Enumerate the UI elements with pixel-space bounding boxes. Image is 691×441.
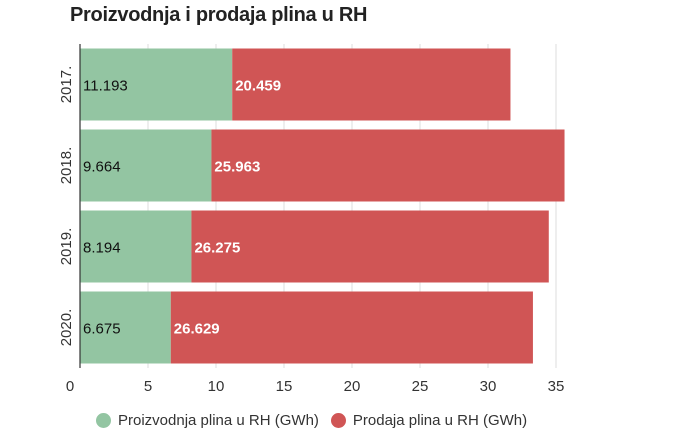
legend-swatch-sales bbox=[330, 413, 346, 428]
category-labels: 2017. 2018. 2019. 2020. bbox=[58, 66, 75, 347]
data-label-production: 8.194 bbox=[83, 240, 121, 257]
category-label: 2017. bbox=[58, 66, 75, 104]
bar-production[interactable] bbox=[80, 291, 171, 364]
data-label-sales: 20.459 bbox=[235, 78, 281, 95]
data-label-production: 9.664 bbox=[83, 159, 121, 176]
legend-item-production[interactable]: Proizvodnja plina u RH (GWh) bbox=[96, 412, 319, 429]
category-label: 2020. bbox=[58, 309, 75, 347]
bar-sales[interactable] bbox=[211, 129, 565, 202]
bars bbox=[80, 48, 565, 364]
x-tick-label: 35 bbox=[548, 378, 565, 395]
bar-production[interactable] bbox=[80, 48, 233, 121]
x-tick-label: 15 bbox=[276, 378, 293, 395]
category-label: 2018. bbox=[58, 147, 75, 185]
data-label-production: 11.193 bbox=[83, 78, 128, 95]
chart-title: Proizvodnja i prodaja plina u RH bbox=[70, 4, 368, 26]
legend-label-production: Proizvodnja plina u RH (GWh) bbox=[118, 412, 319, 429]
data-label-sales: 26.275 bbox=[194, 240, 240, 257]
x-tick-label: 30 bbox=[480, 378, 497, 395]
legend: Proizvodnja plina u RH (GWh) Prodaja pli… bbox=[96, 412, 539, 429]
bar-sales[interactable] bbox=[232, 48, 511, 121]
bar-production[interactable] bbox=[80, 210, 192, 283]
x-tick-label: 10 bbox=[208, 378, 225, 395]
data-label-sales: 26.629 bbox=[174, 321, 220, 338]
bar-sales[interactable] bbox=[170, 291, 533, 364]
data-labels: 11.193 20.459 9.664 25.963 8.194 26.275 6.675 2… bbox=[83, 78, 281, 338]
bar-sales[interactable] bbox=[191, 210, 549, 283]
data-label-sales: 25.963 bbox=[214, 159, 260, 176]
category-label: 2019. bbox=[58, 228, 75, 266]
legend-swatch-production bbox=[96, 413, 111, 428]
x-tick-label: 20 bbox=[344, 378, 361, 395]
data-label-production: 6.675 bbox=[83, 321, 121, 338]
legend-item-sales[interactable]: Prodaja plina u RH (GWh) bbox=[330, 412, 528, 429]
x-axis-ticks: 0 5 10 15 20 25 30 35 bbox=[66, 378, 565, 395]
x-tick-label: 0 bbox=[66, 378, 74, 395]
x-tick-label: 25 bbox=[412, 378, 429, 395]
legend-label-sales: Prodaja plina u RH (GWh) bbox=[352, 412, 528, 429]
bar-production[interactable] bbox=[80, 129, 212, 202]
x-tick-label: 5 bbox=[144, 378, 152, 395]
